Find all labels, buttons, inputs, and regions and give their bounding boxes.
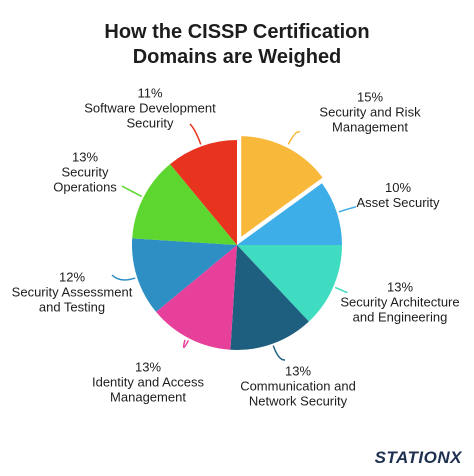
- leader-line: [287, 131, 301, 145]
- leader-line: [272, 345, 286, 361]
- slice-label: 11% Software Development Security: [75, 86, 225, 131]
- pie-slice: [237, 245, 342, 322]
- slice-label: 13% Communication and Network Security: [233, 364, 363, 409]
- value-label: 13%: [284, 363, 312, 379]
- value-label: 12%: [58, 269, 86, 285]
- pie-slice: [230, 245, 309, 350]
- pie-slice: [132, 238, 237, 312]
- value-label: 10%: [384, 180, 412, 195]
- slice-label: 13% Identity and Access Management: [83, 360, 213, 405]
- value-label: 13%: [71, 149, 99, 165]
- slice-label: 13% Security Architecture and Engineering: [330, 280, 470, 325]
- value-label: 13%: [134, 359, 162, 375]
- value-label: 13%: [386, 279, 414, 295]
- pie-slice: [237, 183, 342, 245]
- pie-slice: [132, 164, 237, 245]
- value-label: 11%: [137, 85, 163, 101]
- leader-line: [189, 123, 202, 145]
- category-label: Communication and Network Security: [240, 378, 356, 409]
- slice-label: 15% Security and Risk Management: [313, 90, 428, 135]
- value-label: 15%: [356, 89, 384, 105]
- leader-line: [111, 274, 136, 281]
- category-label: Asset Security: [356, 195, 440, 210]
- category-label: Security Assessment and Testing: [11, 284, 133, 315]
- leader-line: [338, 206, 357, 213]
- category-label: Security Operations: [53, 164, 117, 195]
- category-label: Software Development Security: [84, 100, 216, 131]
- leader-line: [182, 339, 190, 349]
- category-label: Security Architecture and Engineering: [340, 294, 460, 325]
- slice-label: 12% Security Assessment and Testing: [7, 270, 137, 315]
- pie-slice: [238, 133, 327, 243]
- slice-label: 10% Asset Security: [343, 180, 453, 210]
- pie-slice: [170, 140, 237, 245]
- slice-label: 13% Security Operations: [45, 150, 125, 195]
- pie-slice: [156, 245, 237, 350]
- logo: STATIONX: [374, 448, 462, 467]
- category-label: Security and Risk Management: [319, 104, 421, 135]
- chart-title: How the CISSP Certification Domains are …: [104, 21, 370, 68]
- category-label: Identity and Access Management: [91, 374, 204, 405]
- leader-line: [334, 286, 348, 294]
- leader-line: [121, 185, 143, 198]
